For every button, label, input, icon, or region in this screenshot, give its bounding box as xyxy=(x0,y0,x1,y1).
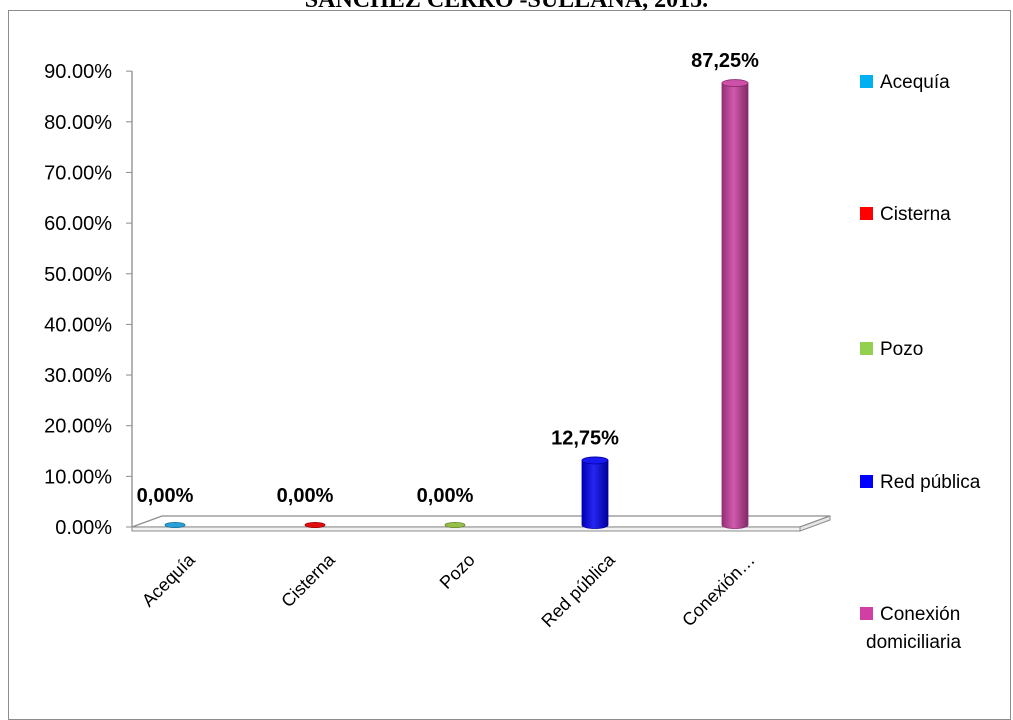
category-label-4: Conexión… xyxy=(678,550,759,631)
legend-swatch-1 xyxy=(860,207,873,220)
y-tick-label: 10.00% xyxy=(44,466,112,488)
bar-3 xyxy=(581,456,609,529)
bar-4 xyxy=(721,79,749,529)
bar-2 xyxy=(444,522,466,529)
data-label-2: 0,00% xyxy=(417,485,474,507)
chart-floor-side xyxy=(799,515,831,532)
category-label-2: Pozo xyxy=(436,550,479,593)
legend-swatch-2 xyxy=(860,342,873,355)
y-tick-label: 0.00% xyxy=(55,517,112,539)
data-label-1: 0,00% xyxy=(277,485,334,507)
legend-label-3: Red pública xyxy=(880,472,981,493)
category-label-1: Cisterna xyxy=(277,549,339,611)
chart-floor-edge xyxy=(131,526,801,532)
chart-category-labels: Acequía Cisterna Pozo Red pública Conexión… xyxy=(138,549,759,631)
chart-axes: 0.00% 10.00% 20.00% 30.00% 40.00% 50.00% 60.00… xyxy=(44,61,831,539)
data-label-3: 12,75% xyxy=(551,427,619,449)
y-tick-label: 30.00% xyxy=(44,365,112,387)
y-tick-label: 40.00% xyxy=(44,314,112,336)
y-tick-label: 50.00% xyxy=(44,264,112,286)
legend-swatch-0 xyxy=(860,75,873,88)
legend-label-0: Acequía xyxy=(880,72,950,93)
bar-0 xyxy=(164,522,186,529)
y-tick-label: 70.00% xyxy=(44,162,112,184)
legend-label-4: Conexión domiciliaria xyxy=(866,604,961,653)
y-tick-label: 90.00% xyxy=(44,61,112,83)
legend-swatch-4 xyxy=(860,607,873,620)
legend-label-1: Cisterna xyxy=(880,204,951,225)
chart-bars xyxy=(164,79,749,529)
legend-swatch-3 xyxy=(860,475,873,488)
y-tick-label: 60.00% xyxy=(44,213,112,235)
category-label-0: Acequía xyxy=(138,549,200,611)
chart-legend: Acequía Cisterna Pozo Red pública Conexión do… xyxy=(860,72,981,653)
category-label-3: Red pública xyxy=(537,549,619,631)
y-tick-label: 20.00% xyxy=(44,416,112,438)
data-label-4: 87,25% xyxy=(691,50,759,72)
legend-label-2: Pozo xyxy=(880,339,923,360)
data-label-0: 0,00% xyxy=(137,485,194,507)
chart-title: SANCHEZ CERRO -SULLANA, 2015. xyxy=(304,0,709,13)
chart-data-labels: 0,00% 0,00% 0,00% 12,75% 87,25% xyxy=(137,50,759,507)
y-tick-label: 80.00% xyxy=(44,112,112,134)
bar-1 xyxy=(304,522,326,529)
